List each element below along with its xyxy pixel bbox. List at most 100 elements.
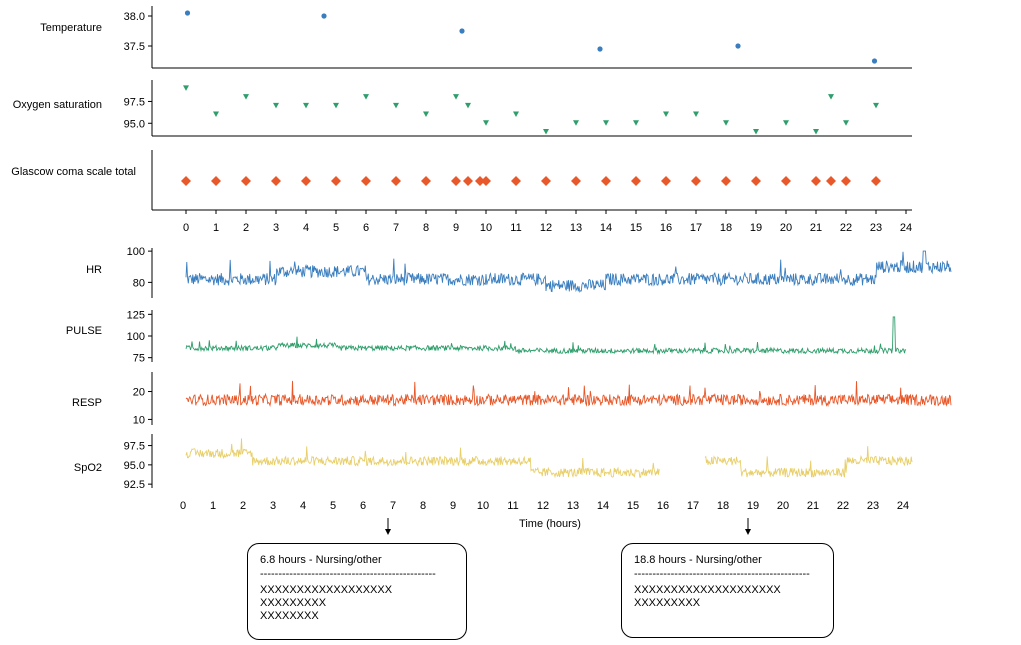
data-point <box>871 176 881 186</box>
y-tick-label: 100 <box>127 246 145 258</box>
y-tick-label: 20 <box>133 387 145 399</box>
x-tick-label: 7 <box>390 500 396 512</box>
x-tick-label: 18 <box>720 222 732 234</box>
data-point <box>871 58 878 64</box>
x-tick-label: 10 <box>480 222 492 234</box>
data-point <box>597 46 603 52</box>
data-point <box>453 94 459 100</box>
x-tick-label: 6 <box>363 222 369 234</box>
data-point <box>183 85 189 91</box>
x-tick-label: 19 <box>747 500 759 512</box>
x-tick-label: 13 <box>570 222 582 234</box>
x-tick-label: 2 <box>240 500 246 512</box>
data-point <box>631 176 641 186</box>
data-point <box>633 120 639 126</box>
series-label: SpO2 <box>74 462 102 474</box>
x-tick-label: 15 <box>627 500 639 512</box>
x-tick-label: 15 <box>630 222 642 234</box>
x-tick-label: 0 <box>180 500 186 512</box>
series-line <box>185 438 660 479</box>
data-point <box>184 10 191 16</box>
x-tick-label: 8 <box>420 500 426 512</box>
y-tick-label: 10 <box>133 414 145 426</box>
x-tick-label: 16 <box>660 222 672 234</box>
data-point <box>811 176 821 186</box>
x-tick-label: 5 <box>333 222 339 234</box>
note-line: XXXXXXXXX <box>634 597 701 609</box>
data-point <box>423 111 429 118</box>
data-point <box>723 120 729 126</box>
data-point <box>735 43 741 49</box>
x-tick-label: 18 <box>717 500 729 512</box>
note-line: XXXXXXXX <box>260 610 319 622</box>
note-card: 18.8 hours - Nursing/other -------------… <box>621 543 834 638</box>
panel-spo2: SpO2 92.5 95.0 97.5 <box>74 434 913 491</box>
series-label: RESP <box>72 397 102 409</box>
data-point <box>753 129 759 135</box>
data-point <box>361 176 371 186</box>
x-tick-label: 21 <box>807 500 819 512</box>
x-tick-label: 12 <box>537 500 549 512</box>
data-point <box>481 176 491 186</box>
y-tick-label: 97.5 <box>124 96 145 108</box>
data-point <box>543 129 549 135</box>
x-tick-label: 23 <box>870 222 882 234</box>
x-tick-label: 22 <box>840 222 852 234</box>
data-point <box>475 176 485 186</box>
x-tick-label: 24 <box>900 222 912 234</box>
y-tick-label: 100 <box>127 331 145 343</box>
series-label: Temperature <box>40 22 102 34</box>
data-point <box>691 176 701 186</box>
note-divider: ----------------------------------------… <box>260 568 436 580</box>
x-tick-label: 5 <box>330 500 336 512</box>
note-arrows <box>385 518 751 535</box>
x-tick-label: 9 <box>453 222 459 234</box>
data-point <box>331 176 341 186</box>
x-tick-label: 0 <box>183 222 189 234</box>
note-title: 18.8 hours - Nursing/other <box>634 554 762 566</box>
data-point <box>271 176 281 186</box>
panel-resp: RESP 10 20 <box>72 372 952 426</box>
data-point <box>601 176 611 186</box>
y-tick-label: 95.0 <box>124 118 145 130</box>
note-line: XXXXXXXXXXXXXXXXXX <box>260 584 393 596</box>
vitals-waveform-panels: HR80100PULSE75100125RESP1020SpO292.595.0… <box>66 246 952 512</box>
note-line: XXXXXXXXXXXXXXXXXXXX <box>634 584 781 596</box>
x-tick-label: 7 <box>393 222 399 234</box>
panel-glascow-coma-scale-total: Glascow coma scale total <box>11 150 912 211</box>
y-tick-label: 125 <box>127 309 145 321</box>
x-tick-label: 1 <box>210 500 216 512</box>
x-tick-label: 14 <box>600 222 612 234</box>
data-point <box>213 111 219 118</box>
data-point <box>513 111 519 118</box>
x-tick-label: 3 <box>273 222 279 234</box>
data-point <box>511 176 521 186</box>
x-tick-label: 4 <box>300 500 306 512</box>
data-point <box>241 176 251 186</box>
data-point <box>393 102 399 109</box>
data-point <box>603 120 609 126</box>
y-tick-label: 95.0 <box>124 460 145 472</box>
y-tick-label: 75 <box>133 353 145 365</box>
data-point <box>333 102 339 109</box>
x-tick-label: 19 <box>750 222 762 234</box>
data-point <box>459 28 465 34</box>
x-tick-label: 14 <box>597 500 609 512</box>
x-tick-label: 2 <box>243 222 249 234</box>
note-title: 6.8 hours - Nursing/other <box>260 554 382 566</box>
x-tick-label: 21 <box>810 222 822 234</box>
x-tick-label: 11 <box>507 500 518 512</box>
data-point <box>243 94 249 100</box>
series-label: Oxygen saturation <box>13 99 102 111</box>
data-point <box>873 102 879 109</box>
data-point <box>571 176 581 186</box>
x-tick-label: 22 <box>837 500 849 512</box>
note-line: XXXXXXXXX <box>260 597 327 609</box>
x-tick-label: 3 <box>270 500 276 512</box>
series-line <box>185 316 907 356</box>
x-tick-label: 17 <box>687 500 699 512</box>
x-tick-label: 23 <box>867 500 879 512</box>
y-tick-label: 37.5 <box>124 41 145 53</box>
panel-temperature: Temperature 37.5 38.0 <box>40 6 912 69</box>
